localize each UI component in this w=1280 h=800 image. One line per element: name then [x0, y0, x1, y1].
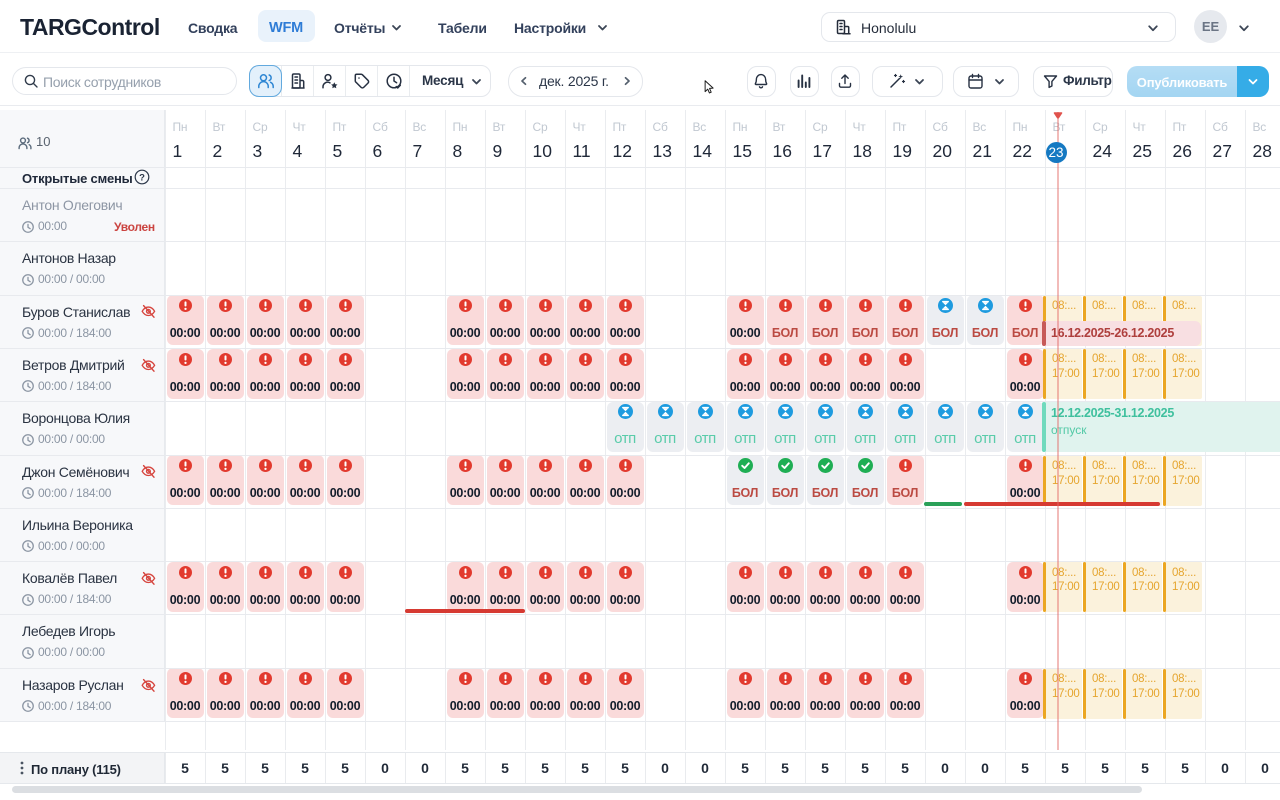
svg-text:?: ? — [139, 172, 145, 183]
